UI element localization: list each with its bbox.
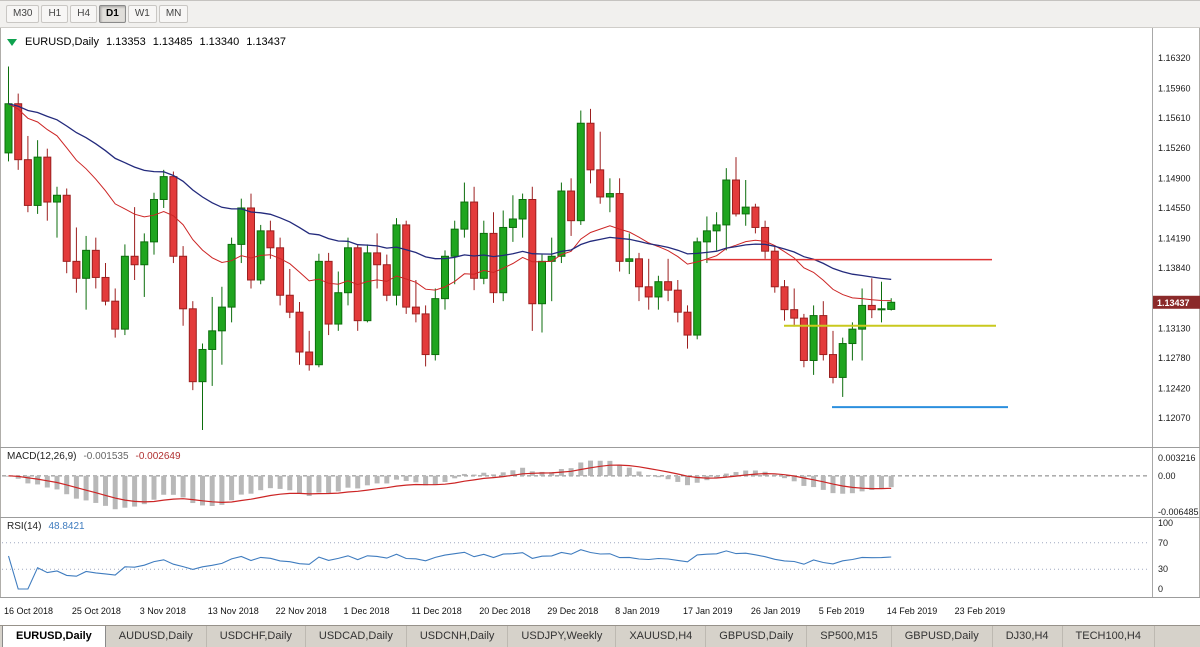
chart-quote-header: EURUSD,Daily 1.13353 1.13485 1.13340 1.1… bbox=[7, 36, 286, 48]
chart-tab-gbpusd-daily[interactable]: GBPUSD,Daily bbox=[706, 626, 808, 647]
time-axis-label: 17 Jan 2019 bbox=[683, 606, 733, 616]
quote-low: 1.13340 bbox=[199, 36, 240, 48]
time-axis-label: 3 Nov 2018 bbox=[139, 606, 186, 616]
rsi-axis-label: 70 bbox=[1158, 538, 1168, 548]
timeframe-button-mn[interactable]: MN bbox=[158, 5, 189, 23]
ma-fast-line bbox=[8, 103, 892, 302]
price-axis-label: 1.16320 bbox=[1158, 53, 1191, 63]
macd-value-signal: -0.002649 bbox=[135, 451, 181, 462]
time-axis-label: 25 Oct 2018 bbox=[71, 606, 121, 616]
rsi-label: RSI(14) bbox=[7, 521, 42, 532]
rsi-header: RSI(14) 48.8421 bbox=[7, 521, 85, 532]
quote-close: 1.13437 bbox=[246, 36, 287, 48]
price-axis-label: 1.15260 bbox=[1158, 143, 1191, 153]
price-axis-label: 1.14190 bbox=[1158, 233, 1191, 243]
price-chart-canvas[interactable]: 1.16320 1.15960 1.15610 1.15260 1.14900 1.145… bbox=[0, 28, 1200, 447]
ma-slow-line bbox=[8, 103, 892, 281]
time-axis-label: 1 Dec 2018 bbox=[343, 606, 390, 616]
macd-axis-label: 0.003216 bbox=[1158, 453, 1196, 463]
timeframe-button-m30[interactable]: M30 bbox=[6, 5, 40, 23]
current-price-box bbox=[1153, 295, 1200, 309]
symbol-label: EURUSD,Daily bbox=[25, 36, 99, 48]
chart-tab-sp500-m15[interactable]: SP500,M15 bbox=[807, 626, 892, 647]
candles bbox=[4, 66, 896, 430]
chart-tab-audusd-daily[interactable]: AUDUSD,Daily bbox=[106, 626, 207, 647]
timeframe-button-w1[interactable]: W1 bbox=[127, 5, 157, 23]
price-axis-label: 1.12420 bbox=[1158, 383, 1191, 393]
time-axis-label: 22 Nov 2018 bbox=[275, 606, 327, 616]
macd-header: MACD(12,26,9) -0.001535 -0.002649 bbox=[7, 451, 181, 462]
chart-tab-usdcnh-daily[interactable]: USDCNH,Daily bbox=[407, 626, 509, 647]
chart-tab-eurusd-daily[interactable]: EURUSD,Daily bbox=[2, 626, 106, 647]
chart-tab-usdcad-daily[interactable]: USDCAD,Daily bbox=[306, 626, 407, 647]
price-axis-label: 1.15960 bbox=[1158, 83, 1191, 93]
rsi-canvas[interactable]: 100 70 30 0 bbox=[0, 518, 1200, 597]
rsi-line bbox=[7, 549, 892, 590]
price-axis-label: 1.14550 bbox=[1158, 203, 1191, 213]
time-axis-label: 26 Jan 2019 bbox=[750, 606, 801, 616]
rsi-axis-label: 30 bbox=[1158, 564, 1168, 574]
macd-panel: 0.003216 0.00 -0.006485 MACD(12,26,9) -0.0… bbox=[0, 447, 1200, 517]
time-axis-label: 20 Dec 2018 bbox=[479, 606, 531, 616]
price-axis-label: 1.13130 bbox=[1158, 323, 1191, 333]
macd-axis-label: 0.00 bbox=[1158, 471, 1176, 481]
macd-signal-line bbox=[8, 464, 892, 504]
rsi-axis-label: 0 bbox=[1158, 584, 1163, 594]
time-axis-label: 29 Dec 2018 bbox=[547, 606, 599, 616]
rsi-panel: 100 70 30 0 RSI(14) 48.8421 bbox=[0, 517, 1200, 597]
time-axis-label: 13 Nov 2018 bbox=[207, 606, 259, 616]
current-price-label: 1.13437 bbox=[1157, 298, 1190, 308]
chart-tab-usdchf-daily[interactable]: USDCHF,Daily bbox=[207, 626, 306, 647]
macd-canvas[interactable]: 0.003216 0.00 -0.006485 bbox=[0, 448, 1200, 517]
time-axis-label: 16 Oct 2018 bbox=[4, 606, 54, 616]
chart-tab-gbpusd-daily[interactable]: GBPUSD,Daily bbox=[892, 626, 993, 647]
time-axis-label: 8 Jan 2019 bbox=[615, 606, 660, 616]
chart-tab-bar: EURUSD,Daily AUDUSD,Daily USDCHF,Daily USDC… bbox=[0, 625, 1200, 647]
timeframe-button-d1[interactable]: D1 bbox=[99, 5, 126, 23]
macd-axis-label: -0.006485 bbox=[1158, 507, 1199, 517]
quote-open: 1.13353 bbox=[105, 36, 146, 48]
rsi-value: 48.8421 bbox=[48, 521, 85, 532]
price-chart-panel: 1.16320 1.15960 1.15610 1.15260 1.14900 1.145… bbox=[0, 28, 1200, 447]
macd-label: MACD(12,26,9) bbox=[7, 451, 77, 462]
price-axis-label: 1.15610 bbox=[1158, 113, 1191, 123]
quote-high: 1.13485 bbox=[152, 36, 193, 48]
symbol-dropdown-icon[interactable] bbox=[7, 38, 17, 46]
macd-value-main: -0.001535 bbox=[83, 451, 129, 462]
time-axis[interactable]: 16 Oct 2018 25 Oct 2018 3 Nov 2018 13 Nov 2… bbox=[0, 597, 1200, 625]
chart-tab-dj30-h4[interactable]: DJ30,H4 bbox=[993, 626, 1063, 647]
price-axis-label: 1.14900 bbox=[1158, 173, 1191, 183]
timeframe-button-h1[interactable]: H1 bbox=[41, 5, 69, 23]
timeframe-button-h4[interactable]: H4 bbox=[70, 5, 98, 23]
price-axis-label: 1.12070 bbox=[1158, 413, 1191, 423]
chart-tab-tech100-h4[interactable]: TECH100,H4 bbox=[1063, 626, 1155, 647]
price-axis-label: 1.12780 bbox=[1158, 353, 1191, 363]
chart-tab-xauusd-h4[interactable]: XAUUSD,H4 bbox=[616, 626, 707, 647]
macd-histogram bbox=[6, 460, 894, 510]
time-axis-label: 5 Feb 2019 bbox=[818, 606, 865, 616]
time-axis-label: 11 Dec 2018 bbox=[411, 606, 462, 616]
chart-tab-usdjpy-weekly[interactable]: USDJPY,Weekly bbox=[508, 626, 617, 647]
price-axis-label: 1.13840 bbox=[1158, 263, 1191, 273]
rsi-axis-label: 100 bbox=[1158, 518, 1173, 528]
timeframe-toolbar: M30 H1 H4 D1 W1 MN bbox=[0, 0, 1200, 28]
time-axis-label: 14 Feb 2019 bbox=[886, 606, 938, 616]
time-axis-label: 23 Feb 2019 bbox=[954, 606, 1006, 616]
